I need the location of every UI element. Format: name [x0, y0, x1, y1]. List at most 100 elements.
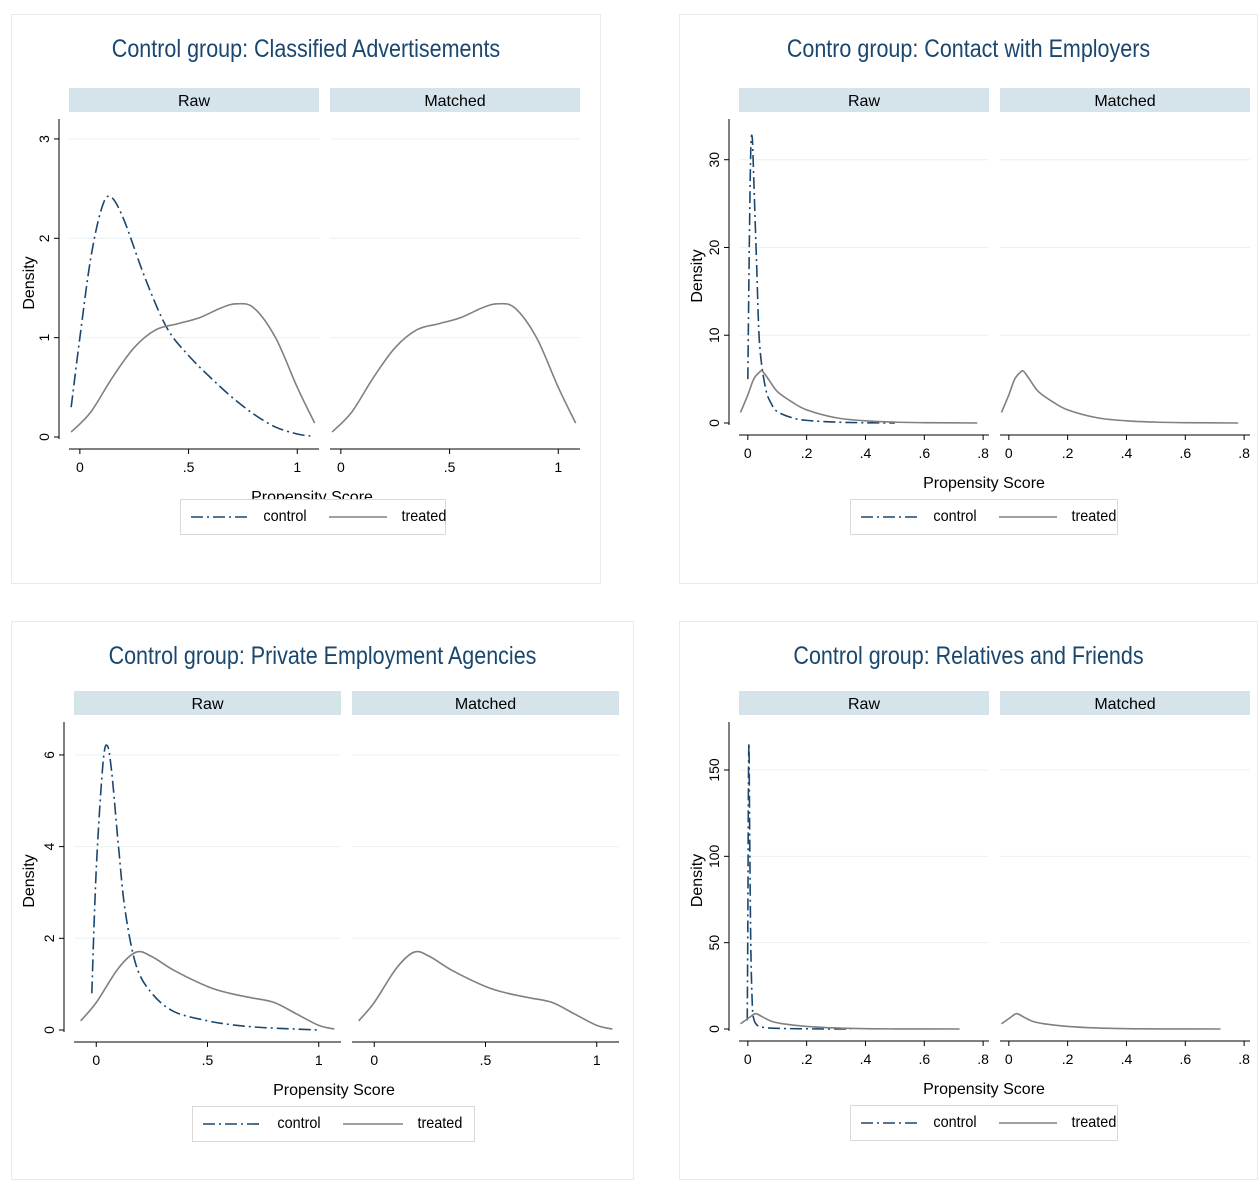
- x-tick-label: 0: [337, 459, 345, 475]
- x-tick-label: .2: [801, 445, 813, 461]
- y-axis-title: Density: [689, 854, 706, 907]
- x-tick-label: .8: [1238, 1051, 1250, 1067]
- legend-line-treated: [999, 1122, 1058, 1124]
- chart-title: Contro group: Contact with Employers: [786, 35, 1151, 63]
- chart-relatives-friends: Control group: Relatives and Friends Raw…: [679, 621, 1258, 1180]
- x-tick-label: .2: [1062, 445, 1074, 461]
- legend-label-treated: treated: [1071, 508, 1117, 525]
- legend-line-treated: [329, 516, 388, 518]
- x-axis-title: Propensity Score: [273, 1082, 395, 1099]
- legend-item-treated: treated: [329, 508, 449, 526]
- y-tick-label: 100: [706, 844, 722, 868]
- y-tick-label: 0: [41, 1026, 57, 1034]
- series-line-treated-matched: [1001, 1012, 1221, 1030]
- y-tick-label: 0: [706, 1025, 722, 1033]
- x-tick-label: 1: [315, 1052, 323, 1068]
- y-tick-label: 30: [706, 152, 722, 168]
- legend-line-treated: [343, 1123, 404, 1125]
- x-tick-label: 0: [92, 1052, 100, 1068]
- x-tick-label: .6: [1179, 1051, 1191, 1067]
- x-tick-label: .8: [1238, 445, 1250, 461]
- panel-strip: [352, 691, 619, 715]
- chart-classified-ads: Control group: Classified Advertisements…: [11, 14, 601, 584]
- chart-legend: control treated: [850, 499, 1118, 535]
- x-tick-label: .4: [1121, 445, 1133, 461]
- legend-label-treated: treated: [1071, 1114, 1117, 1131]
- y-axis-title: Density: [21, 256, 38, 309]
- legend-label-treated: treated: [417, 1115, 463, 1132]
- x-tick-label: 0: [744, 445, 752, 461]
- series-line-treated-matched: [331, 302, 577, 433]
- series-line-control-raw: [70, 195, 311, 437]
- legend-line-control: [203, 1123, 263, 1125]
- series-line-treated-matched: [358, 950, 613, 1030]
- y-axis-title: Density: [689, 249, 706, 302]
- y-tick-label: 4: [41, 843, 57, 851]
- x-tick-label: .6: [918, 1051, 930, 1067]
- panel-strip: [330, 88, 580, 112]
- y-tick-label: 2: [36, 234, 52, 242]
- legend-item-treated: treated: [999, 1114, 1119, 1132]
- y-tick-label: 150: [706, 758, 722, 782]
- y-tick-label: 50: [706, 935, 722, 951]
- panel-strip-label: Raw: [848, 696, 880, 713]
- x-tick-label: .6: [1179, 445, 1191, 461]
- legend-item-control: control: [861, 1114, 979, 1132]
- series-line-control-raw: [746, 742, 851, 1030]
- series-line-control-raw: [747, 134, 895, 424]
- panel-strip-label: Matched: [1094, 696, 1155, 713]
- chart-plot: Raw 0 .5 1 Matched 0 .5 1 0 2 4 6 Density Propensity …: [21, 691, 619, 1099]
- chart-title: Control group: Classified Advertisements: [111, 35, 501, 63]
- legend-line-treated: [999, 516, 1058, 518]
- x-tick-label: .6: [918, 445, 930, 461]
- x-tick-label: .4: [860, 445, 872, 461]
- chart-private-agencies: Control group: Private Employment Agenci…: [11, 621, 634, 1180]
- x-tick-label: 0: [76, 459, 84, 475]
- series-line-treated-matched: [1000, 369, 1239, 424]
- legend-item-treated: treated: [999, 508, 1119, 526]
- y-axis-title: Density: [21, 854, 38, 907]
- x-axis-title: Propensity Score: [923, 475, 1045, 492]
- y-tick-label: 3: [36, 135, 52, 143]
- legend-item-treated: treated: [343, 1115, 465, 1133]
- legend-line-control: [191, 516, 249, 518]
- panel-strip-label: Matched: [1094, 93, 1155, 110]
- x-tick-label: .2: [1062, 1051, 1074, 1067]
- x-tick-label: 1: [554, 459, 562, 475]
- x-axis-title: Propensity Score: [923, 1081, 1045, 1098]
- series-line-control-raw: [91, 744, 319, 1031]
- panel-strip: [1000, 691, 1250, 715]
- y-tick-label: 0: [36, 433, 52, 441]
- legend-item-control: control: [203, 1115, 323, 1133]
- panel-strip-label: Matched: [455, 696, 516, 713]
- chart-title: Control group: Private Employment Agenci…: [108, 642, 537, 670]
- chart-title: Control group: Relatives and Friends: [793, 642, 1144, 670]
- series-line-treated-raw: [70, 302, 316, 433]
- chart-plot: Raw 0 .2 .4 .6 .8 Matched 0 .2 .4 .6 .8 0 50 100 150 Den…: [689, 691, 1250, 1098]
- y-tick-label: 1: [36, 334, 52, 342]
- x-tick-label: .2: [801, 1051, 813, 1067]
- legend-label-control: control: [277, 1115, 321, 1132]
- series-line-treated-raw: [739, 369, 978, 424]
- legend-label-treated: treated: [401, 508, 447, 525]
- x-tick-label: 0: [1005, 445, 1013, 461]
- y-tick-label: 2: [41, 934, 57, 942]
- x-tick-label: .4: [1121, 1051, 1133, 1067]
- chart-legend: control treated: [850, 1105, 1118, 1141]
- panel-strip-label: Raw: [178, 93, 210, 110]
- panel-strip-label: Matched: [424, 93, 485, 110]
- x-tick-label: .5: [202, 1052, 214, 1068]
- x-tick-label: 0: [370, 1052, 378, 1068]
- x-tick-label: .5: [444, 459, 456, 475]
- series-line-treated-raw: [740, 1012, 960, 1030]
- series-line-treated-raw: [80, 950, 335, 1030]
- y-tick-label: 10: [706, 327, 722, 343]
- legend-label-control: control: [933, 1114, 977, 1131]
- chart-contact-employers: Contro group: Contact with Employers Raw…: [679, 14, 1258, 584]
- panel-strip: [1000, 88, 1250, 112]
- chart-legend: control treated: [192, 1106, 475, 1142]
- x-tick-label: .4: [860, 1051, 872, 1067]
- chart-plot: Raw 0 .2 .4 .6 .8 Matched 0 .2 .4 .6 .8 0 10 20 30 Densi…: [689, 88, 1250, 492]
- x-tick-label: 0: [1005, 1051, 1013, 1067]
- panel-strip-label: Raw: [191, 696, 223, 713]
